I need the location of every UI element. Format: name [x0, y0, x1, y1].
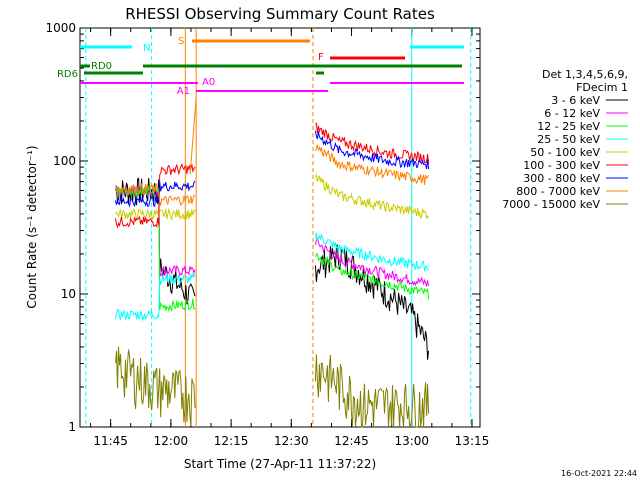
y-tick-label: 10 — [61, 287, 76, 301]
x-tick-label: 11:45 — [93, 434, 128, 448]
series-line — [115, 207, 196, 221]
y-tick-label: 100 — [53, 154, 76, 168]
series-line — [115, 180, 196, 208]
legend-entry: 100 - 300 keV — [523, 159, 600, 172]
data-series — [115, 97, 430, 428]
series-line — [314, 130, 430, 170]
x-tick-label: 12:45 — [334, 434, 369, 448]
flag-bars: N S F RD0 RD6 A0 A1 — [57, 28, 472, 427]
series-line — [189, 97, 197, 174]
legend-entry: 3 - 6 keV — [551, 94, 600, 107]
series-line — [314, 232, 429, 272]
legend-entry: 12 - 25 keV — [537, 120, 600, 133]
x-tick-label: 13:15 — [455, 434, 490, 448]
timestamp-label: 16-Oct-2021 22:44 — [561, 469, 637, 478]
legend-entry: 6 - 12 keV — [544, 107, 600, 120]
flag-label: RD6 — [57, 69, 78, 80]
series-line — [314, 173, 429, 220]
flag-label: F — [318, 52, 324, 63]
series-line — [115, 346, 196, 426]
series-line — [314, 354, 430, 428]
series-line — [314, 144, 430, 185]
series-line — [115, 163, 196, 229]
legend-entry: 25 - 50 keV — [537, 133, 600, 146]
x-tick-label: 12:15 — [214, 434, 249, 448]
y-axis-label: Count Rate (s⁻¹ detector⁻¹) — [25, 145, 39, 308]
legend-entry: 800 - 7000 keV — [516, 185, 600, 198]
legend-header: Det 1,3,4,5,6,9, — [542, 68, 628, 81]
flag-label: RD0 — [91, 61, 112, 72]
series-line — [314, 253, 430, 300]
legend-entry: 7000 - 15000 keV — [502, 198, 600, 211]
legend-entry: 300 - 800 keV — [523, 172, 600, 185]
series-line — [115, 182, 196, 207]
flag-label: S — [178, 36, 184, 47]
x-tick-label: 12:00 — [154, 434, 189, 448]
flag-label: A0 — [202, 77, 215, 88]
x-tick-label: 12:30 — [274, 434, 309, 448]
series-line — [315, 122, 430, 164]
x-tick-label: 13:00 — [394, 434, 429, 448]
series-line — [115, 272, 196, 322]
x-axis-label: Start Time (27-Apr-11 11:37:22) — [184, 457, 376, 471]
y-tick-label: 1 — [68, 420, 76, 434]
flag-label: A1 — [177, 86, 190, 97]
y-tick-label: 1000 — [45, 21, 76, 35]
legend-subheader: FDecim 1 — [576, 81, 628, 94]
flag-label: N — [143, 43, 150, 54]
series-line — [314, 236, 430, 288]
legend-entry: 50 - 100 keV — [530, 146, 600, 159]
plot-frame — [79, 27, 481, 428]
chart-title: RHESSI Observing Summary Count Rates — [125, 5, 435, 23]
axis-ticks: 11:45 12:00 12:15 12:30 12:45 13:00 13:15 1 10 10… — [45, 21, 489, 448]
